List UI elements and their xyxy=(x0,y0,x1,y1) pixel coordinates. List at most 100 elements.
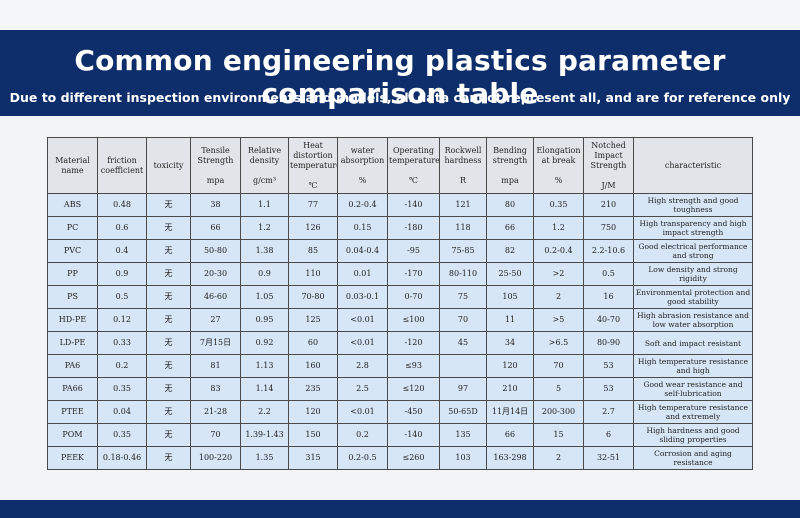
table-cell: Corrosion and aging resistance xyxy=(633,446,753,470)
column-header-label: Material name xyxy=(55,155,90,175)
table-cell: -170 xyxy=(387,262,440,286)
table-cell: 105 xyxy=(486,285,534,309)
table-cell: Good wear resistance and self-lubricatio… xyxy=(633,377,753,401)
table-row: POM 0.35 无 70 1.39-1.43 150 0.2 -140 135 66 15 6 Hig… xyxy=(47,423,753,447)
table-row: PC 0.6 无 66 1.2 126 0.15 -180 118 66 1.2 750 High tr… xyxy=(47,216,753,240)
column-header-label: toxicity xyxy=(153,160,184,170)
page-title: Common engineering plastics parameter co… xyxy=(74,44,726,110)
column-header-label: characteristic xyxy=(664,160,722,170)
column-header: Notched Impact Strength J/M xyxy=(583,137,634,194)
table-row: PA66 0.35 无 83 1.14 235 2.5 ≤120 97 210 5 53 Good we… xyxy=(47,377,753,401)
column-header-unit: % xyxy=(554,175,563,185)
table-cell: 2 xyxy=(533,285,584,309)
table-cell: 70 xyxy=(439,308,487,332)
table-cell: 97 xyxy=(439,377,487,401)
column-header-unit: mpa xyxy=(501,175,519,185)
table-cell: <0.01 xyxy=(337,308,388,332)
table-cell: 0.12 xyxy=(97,308,147,332)
table-cell: PC xyxy=(47,216,98,240)
table-cell: 15 xyxy=(533,423,584,447)
table-cell: 无 xyxy=(146,423,191,447)
table-cell: 210 xyxy=(486,377,534,401)
table-cell: ≤120 xyxy=(387,377,440,401)
table-cell: HD-PE xyxy=(47,308,98,332)
table-cell: 1.39-1.43 xyxy=(240,423,289,447)
table-row: PP 0.9 无 20-30 0.9 110 0.01 -170 80-110 25-50 >2 0.… xyxy=(47,262,753,286)
column-header: Elongation at break% xyxy=(533,137,584,194)
table-cell: 0.2-0.5 xyxy=(337,446,388,470)
table-cell: 125 xyxy=(288,308,338,332)
table-cell: 0.9 xyxy=(240,262,289,286)
table-cell: 1.38 xyxy=(240,239,289,263)
table-cell: 70 xyxy=(533,354,584,378)
table-cell: 34 xyxy=(486,331,534,355)
table-cell: 0-70 xyxy=(387,285,440,309)
table-header-row: Material name friction coefficient toxicit… xyxy=(47,137,753,194)
table-cell: PS xyxy=(47,285,98,309)
table-cell: 无 xyxy=(146,262,191,286)
table-cell: 2.2-10.6 xyxy=(583,239,634,263)
column-header: friction coefficient xyxy=(97,137,147,194)
table-cell: >6.5 xyxy=(533,331,584,355)
column-header-label: Rockwell hardness xyxy=(444,145,482,165)
table-cell: 163-298 xyxy=(486,446,534,470)
table-cell: 66 xyxy=(486,216,534,240)
table-cell: ≤260 xyxy=(387,446,440,470)
table-cell: 无 xyxy=(146,308,191,332)
table-cell: 21-28 xyxy=(190,400,241,424)
column-header-label: Relative density xyxy=(247,145,282,165)
table-cell: 82 xyxy=(486,239,534,263)
table-row: PEEK 0.18-0.46 无 100-220 1.35 315 0.2-0.5 ≤260 1… xyxy=(47,446,753,470)
table-cell: 160 xyxy=(288,354,338,378)
table-cell: High temperature resistance and high xyxy=(633,354,753,378)
table-cell: 20-30 xyxy=(190,262,241,286)
table-cell: -450 xyxy=(387,400,440,424)
table-cell: 80 xyxy=(486,193,534,217)
table-cell: 315 xyxy=(288,446,338,470)
table-row: HD-PE 0.12 无 27 0.95 125 <0.01 ≤100 70 11 >5 40-70 H… xyxy=(47,308,753,332)
table-cell: 0.48 xyxy=(97,193,147,217)
table-cell: -95 xyxy=(387,239,440,263)
table-cell: 75-85 xyxy=(439,239,487,263)
table-row: ABS 0.48 无 38 1.1 77 0.2-0.4 -140 121 80 0.35 210 Hi… xyxy=(47,193,753,217)
table-cell: 0.2-0.4 xyxy=(533,239,584,263)
column-header-unit: g/cm³ xyxy=(252,175,277,185)
table-cell: 46-60 xyxy=(190,285,241,309)
column-header-label: Operating temperature xyxy=(389,145,440,165)
column-header: characteristic xyxy=(633,137,753,194)
table-cell: 6 xyxy=(583,423,634,447)
table-cell: 1.14 xyxy=(240,377,289,401)
table-cell: 60 xyxy=(288,331,338,355)
table-cell: 0.92 xyxy=(240,331,289,355)
table-row: PS 0.5 无 46-60 1.05 70-80 0.03-0.1 0-70 75 105 2 16… xyxy=(47,285,753,309)
table-cell: Soft and impact resistant xyxy=(633,331,753,355)
table-cell: Low density and strong rigidity xyxy=(633,262,753,286)
table-cell: 16 xyxy=(583,285,634,309)
table-cell: 2.7 xyxy=(583,400,634,424)
table-cell: 53 xyxy=(583,377,634,401)
table-cell: 0.03-0.1 xyxy=(337,285,388,309)
table-cell: 0.5 xyxy=(97,285,147,309)
table-cell: 0.35 xyxy=(97,377,147,401)
table-cell: 40-70 xyxy=(583,308,634,332)
table-cell: 0.2-0.4 xyxy=(337,193,388,217)
table-cell: PEEK xyxy=(47,446,98,470)
table-cell: PP xyxy=(47,262,98,286)
table-cell: 45 xyxy=(439,331,487,355)
column-header-unit: % xyxy=(358,175,367,185)
table-row: PA6 0.2 无 81 1.13 160 2.8 ≤93 120 70 53 High temper… xyxy=(47,354,753,378)
top-band xyxy=(0,0,800,30)
table-cell: 100-220 xyxy=(190,446,241,470)
table-cell: -140 xyxy=(387,193,440,217)
column-header: Heat distortion temperature ℃ xyxy=(288,137,338,194)
table-cell: 1.1 xyxy=(240,193,289,217)
table-cell: 235 xyxy=(288,377,338,401)
column-header-label: Tensile Strength xyxy=(197,145,234,165)
table-cell: 11 xyxy=(486,308,534,332)
table-cell: High hardness and good sliding propertie… xyxy=(633,423,753,447)
table-cell: 2.8 xyxy=(337,354,388,378)
page-subtitle: Due to different inspection environments… xyxy=(9,90,791,105)
table-body: ABS 0.48 无 38 1.1 77 0.2-0.4 -140 121 80 0.35 210 Hi… xyxy=(47,193,753,470)
column-header-label: friction coefficient xyxy=(100,155,144,175)
table-cell: 0.35 xyxy=(533,193,584,217)
